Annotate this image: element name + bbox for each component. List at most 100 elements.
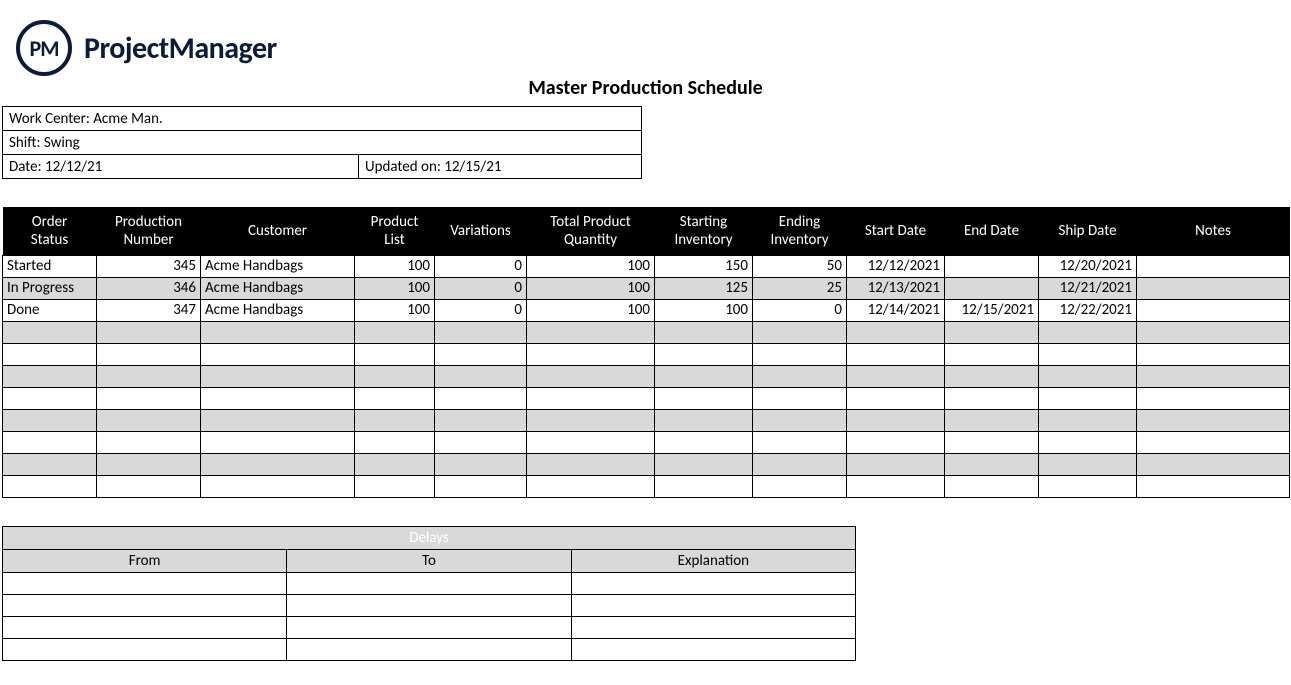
cell: 345 <box>97 255 201 277</box>
cell <box>201 409 355 431</box>
cell <box>201 453 355 475</box>
cell <box>945 409 1039 431</box>
cell <box>355 431 435 453</box>
cell <box>753 453 847 475</box>
cell <box>847 409 945 431</box>
cell <box>1039 321 1137 343</box>
cell <box>3 321 97 343</box>
cell <box>945 453 1039 475</box>
cell <box>201 321 355 343</box>
schedule-table: OrderStatusProductionNumberCustomerProdu… <box>2 207 1290 498</box>
cell <box>1137 475 1290 497</box>
logo-area: PM ProjectManager <box>0 10 1291 82</box>
cell <box>97 365 201 387</box>
cell <box>1137 299 1290 321</box>
cell <box>945 321 1039 343</box>
cell: 0 <box>435 299 527 321</box>
cell: 100 <box>527 255 655 277</box>
cell: 100 <box>655 299 753 321</box>
table-row <box>3 409 1290 431</box>
sched-col-5: Total ProductQuantity <box>527 207 655 255</box>
delays-body <box>3 572 856 660</box>
cell: Acme Handbags <box>201 299 355 321</box>
cell <box>3 365 97 387</box>
cell <box>201 431 355 453</box>
cell <box>1137 409 1290 431</box>
cell <box>847 475 945 497</box>
cell: 100 <box>355 277 435 299</box>
cell: 12/15/2021 <box>945 299 1039 321</box>
cell <box>355 321 435 343</box>
cell <box>355 365 435 387</box>
cell <box>753 409 847 431</box>
cell <box>435 475 527 497</box>
cell <box>945 431 1039 453</box>
cell: 0 <box>435 277 527 299</box>
cell <box>287 616 571 638</box>
sched-col-4: Variations <box>435 207 527 255</box>
cell <box>97 343 201 365</box>
table-row <box>3 594 856 616</box>
table-row <box>3 365 1290 387</box>
cell <box>1039 365 1137 387</box>
cell: Done <box>3 299 97 321</box>
cell: Acme Handbags <box>201 277 355 299</box>
cell <box>655 321 753 343</box>
cell <box>97 321 201 343</box>
cell: 346 <box>97 277 201 299</box>
cell <box>945 387 1039 409</box>
cell <box>753 475 847 497</box>
cell <box>847 453 945 475</box>
cell <box>527 343 655 365</box>
cell <box>571 638 855 660</box>
cell <box>753 365 847 387</box>
cell: 100 <box>527 277 655 299</box>
cell: Acme Handbags <box>201 255 355 277</box>
cell <box>1137 431 1290 453</box>
cell: 150 <box>655 255 753 277</box>
cell <box>847 387 945 409</box>
delays-col-0: From <box>3 549 287 572</box>
table-row <box>3 321 1290 343</box>
cell <box>435 431 527 453</box>
cell <box>97 475 201 497</box>
delays-title: Delays <box>3 526 856 549</box>
cell <box>655 343 753 365</box>
cell: 12/22/2021 <box>1039 299 1137 321</box>
cell: 0 <box>753 299 847 321</box>
cell <box>945 277 1039 299</box>
meta-table: Work Center: Acme Man. Shift: Swing Date… <box>2 106 642 179</box>
table-row <box>3 343 1290 365</box>
cell: 12/13/2021 <box>847 277 945 299</box>
cell <box>3 616 287 638</box>
cell <box>201 343 355 365</box>
cell: 25 <box>753 277 847 299</box>
table-row <box>3 453 1290 475</box>
cell: 12/14/2021 <box>847 299 945 321</box>
sched-col-3: ProductList <box>355 207 435 255</box>
sched-col-1: ProductionNumber <box>97 207 201 255</box>
meta-work-center: Work Center: Acme Man. <box>3 107 642 131</box>
cell <box>753 321 847 343</box>
delays-table: Delays FromToExplanation <box>2 526 856 661</box>
cell <box>435 365 527 387</box>
sched-col-9: End Date <box>945 207 1039 255</box>
cell <box>97 453 201 475</box>
cell <box>435 343 527 365</box>
cell <box>847 365 945 387</box>
delays-col-2: Explanation <box>571 549 855 572</box>
cell <box>3 453 97 475</box>
cell: 125 <box>655 277 753 299</box>
cell <box>355 409 435 431</box>
cell <box>435 321 527 343</box>
cell <box>1039 343 1137 365</box>
cell: 12/12/2021 <box>847 255 945 277</box>
cell <box>97 409 201 431</box>
cell <box>527 453 655 475</box>
cell <box>1039 387 1137 409</box>
cell <box>435 453 527 475</box>
cell <box>287 594 571 616</box>
cell <box>527 431 655 453</box>
cell: 347 <box>97 299 201 321</box>
sched-col-10: Ship Date <box>1039 207 1137 255</box>
